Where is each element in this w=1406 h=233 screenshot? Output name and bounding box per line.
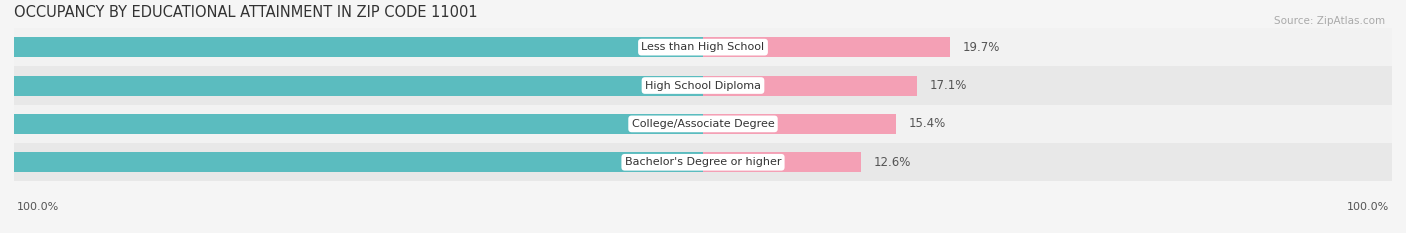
Text: 17.1%: 17.1% (929, 79, 967, 92)
Text: 100.0%: 100.0% (1347, 202, 1389, 212)
Text: 19.7%: 19.7% (962, 41, 1000, 54)
Bar (0, 152, 703, 172)
Bar (0, 75, 703, 96)
Bar (0, 114, 703, 134)
Bar (14, 66, 1392, 105)
Text: 15.4%: 15.4% (908, 117, 946, 130)
Bar (14, 143, 1392, 182)
Bar (703, 114, 896, 134)
Bar (703, 152, 860, 172)
Bar (14, 28, 1392, 66)
Text: High School Diploma: High School Diploma (645, 81, 761, 91)
Bar (0, 37, 703, 57)
Bar (703, 37, 950, 57)
Bar (14, 105, 1392, 143)
Bar (703, 75, 917, 96)
Text: College/Associate Degree: College/Associate Degree (631, 119, 775, 129)
Text: OCCUPANCY BY EDUCATIONAL ATTAINMENT IN ZIP CODE 11001: OCCUPANCY BY EDUCATIONAL ATTAINMENT IN Z… (14, 5, 478, 20)
Text: Source: ZipAtlas.com: Source: ZipAtlas.com (1274, 16, 1385, 26)
Text: 100.0%: 100.0% (17, 202, 59, 212)
Text: Bachelor's Degree or higher: Bachelor's Degree or higher (624, 157, 782, 167)
Text: Less than High School: Less than High School (641, 42, 765, 52)
Text: 12.6%: 12.6% (873, 156, 911, 169)
